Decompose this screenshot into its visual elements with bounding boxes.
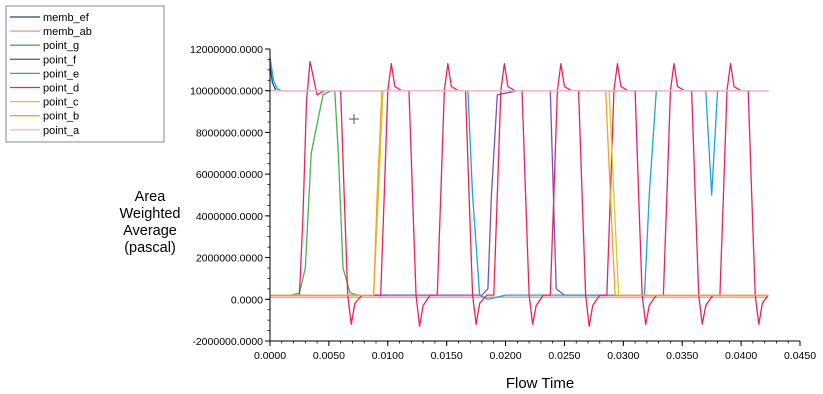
x-tick-label: 0.0350 [666, 350, 698, 362]
x-tick-label: 0.0150 [431, 350, 463, 362]
series-line-point-f [270, 90, 769, 296]
y-tick-label: 12000000.0000 [190, 44, 263, 56]
legend-label: point_a [43, 125, 80, 137]
y-tick-label: 2000000.0000 [196, 253, 263, 265]
x-tick-label: 0.0200 [489, 350, 521, 362]
y-axis-title-line-4: (pascal) [124, 240, 176, 256]
legend-label: point_f [43, 54, 77, 66]
x-tick-label: 0.0400 [725, 350, 757, 362]
legend-label: memb_ab [43, 26, 92, 38]
y-tick-label: 6000000.0000 [196, 169, 263, 181]
legend: memb_ef memb_ab point_g point_f point_epoint… [5, 5, 165, 143]
x-tick-label: 0.0300 [607, 350, 639, 362]
x-tick-label: 0.0450 [784, 350, 816, 362]
x-tick-label: 0.0050 [313, 350, 345, 362]
x-tick-label: 0.0250 [548, 350, 580, 362]
legend-label: point_b [43, 111, 79, 123]
series-line-point-g [270, 90, 388, 296]
y-axis-title-line-3: Average [123, 223, 177, 239]
legend-label: point_e [43, 68, 79, 80]
x-tick-label: 0.0000 [254, 350, 286, 362]
series-line-memb-ef [269, 65, 769, 92]
series-line-point-e [269, 57, 769, 300]
y-tick-label: 4000000.0000 [196, 211, 263, 223]
legend-label: point_g [43, 40, 79, 52]
y-axis-title-line-1: Area [135, 189, 167, 205]
y-tick-label: 10000000.0000 [190, 86, 263, 98]
series-line-point-d [270, 60, 769, 328]
x-tick-label: 0.0100 [372, 350, 404, 362]
x-axis-title: Flow Time [506, 375, 574, 392]
y-tick-label: 8000000.0000 [196, 127, 263, 139]
legend-label: point_d [43, 83, 79, 95]
cursor-icon [349, 114, 359, 124]
y-axis-title-line-2: Weighted [120, 206, 181, 222]
y-tick-label: -2000000.0000 [192, 336, 263, 348]
legend-label: point_c [43, 97, 79, 109]
y-tick-label: 0.0000 [231, 294, 263, 306]
legend-label: memb_ef [43, 12, 90, 24]
